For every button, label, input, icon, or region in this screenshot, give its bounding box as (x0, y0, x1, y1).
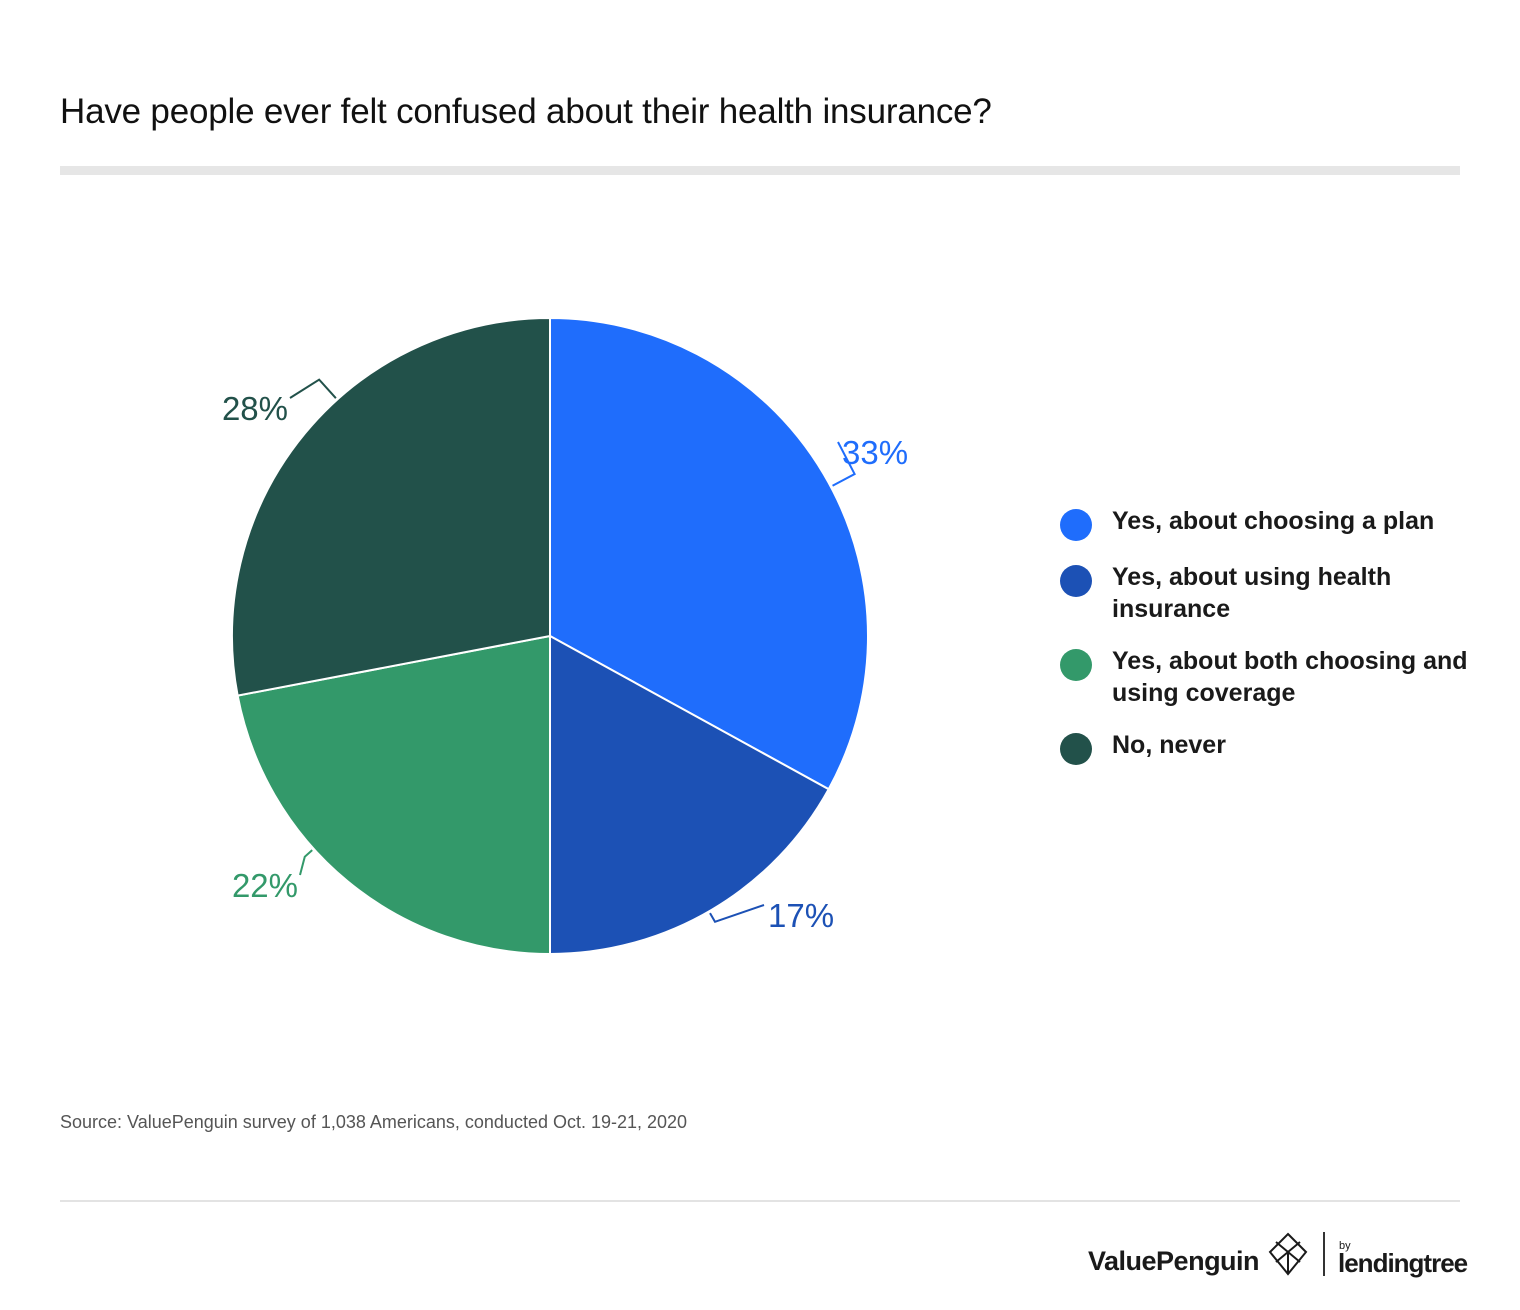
legend-label: Yes, about choosing a plan (1112, 507, 1435, 535)
leader-line-never (289, 378, 337, 399)
brand-by-text: by (1339, 1240, 1351, 1252)
pie-chart: 33% 17% 22% 28% (222, 316, 908, 956)
legend-item-never: No, never (1060, 729, 1480, 765)
source-note: Source: ValuePenguin survey of 1,038 Ame… (60, 1112, 688, 1132)
legend-item-using-insurance: Yes, about using health insurance (1060, 561, 1480, 625)
data-label-using-insurance: 17% (768, 897, 834, 934)
legend-item-both: Yes, about both choosing and using covera… (1060, 645, 1480, 709)
data-label-both: 22% (232, 867, 298, 904)
lendingtree-logo-text: lendingtree (1338, 1248, 1468, 1278)
chart-title: Have people ever felt confused about the… (60, 92, 992, 131)
legend-swatch (1060, 733, 1092, 765)
valuepenguin-logo-text: ValuePenguin (1088, 1246, 1260, 1276)
legend-swatch (1060, 565, 1092, 597)
legend-item-choosing-plan: Yes, about choosing a plan (1060, 505, 1480, 541)
pie-slice-choosing-plan (549, 316, 869, 791)
data-label-never: 28% (222, 390, 288, 427)
valuepenguin-logo-icon (1268, 1232, 1308, 1276)
legend-label: No, never (1112, 731, 1226, 759)
pie-slice-never (231, 316, 551, 697)
leader-line-both (299, 849, 313, 876)
brand-separator (1323, 1232, 1325, 1276)
leader-line-using-insurance (709, 904, 765, 924)
leader-line-choosing-plan (832, 441, 856, 487)
legend-label: Yes, about both choosing and using covera… (1112, 647, 1468, 707)
data-label-choosing-plan: 33% (842, 434, 908, 471)
chart-legend: Yes, about choosing a plan Yes, about us… (1060, 505, 1480, 785)
legend-label: Yes, about using health insurance (1112, 563, 1392, 623)
pie-slice-both (236, 634, 551, 956)
pie-slice-using-insurance (549, 634, 831, 956)
legend-swatch (1060, 649, 1092, 681)
title-divider (60, 166, 1460, 175)
legend-swatch (1060, 509, 1092, 541)
footer-divider (60, 1200, 1460, 1202)
brand-footer: ValuePenguin by lendingtree (1088, 1228, 1468, 1284)
